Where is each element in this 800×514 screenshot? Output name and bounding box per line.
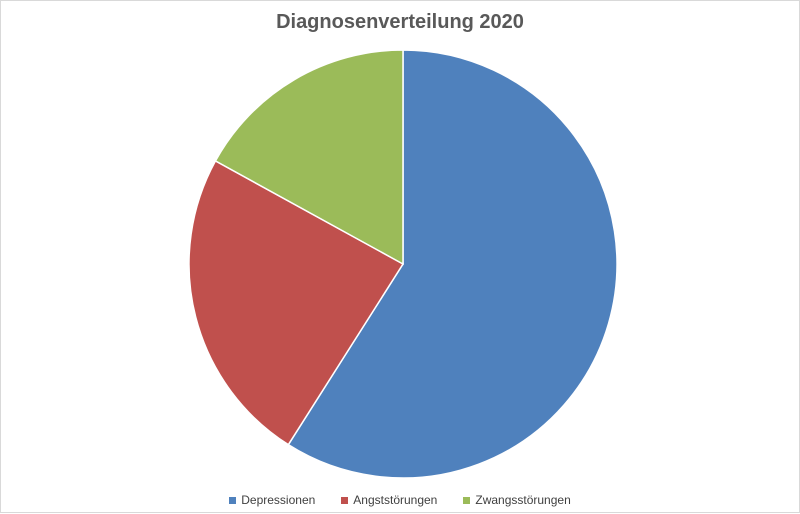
legend-item-depressionen: Depressionen (229, 493, 315, 507)
legend-label: Angststörungen (353, 493, 438, 507)
legend: Depressionen Angststörungen Zwangsstörun… (1, 493, 799, 507)
legend-label: Zwangsstörungen (475, 493, 571, 507)
legend-item-zwangsstoerungen: Zwangsstörungen (463, 493, 571, 507)
legend-swatch (229, 496, 237, 504)
chart-title: Diagnosenverteilung 2020 (276, 11, 524, 33)
legend-label: Depressionen (241, 493, 316, 507)
legend-swatch (341, 496, 349, 504)
pie-slice-zwangsstoerungen (214, 49, 404, 266)
legend-swatch (463, 496, 471, 504)
pie-slice-angststoerungen (188, 159, 405, 446)
legend-item-angststoerungen: Angststörungen (341, 493, 437, 507)
pie-slice-depressionen (287, 49, 618, 479)
